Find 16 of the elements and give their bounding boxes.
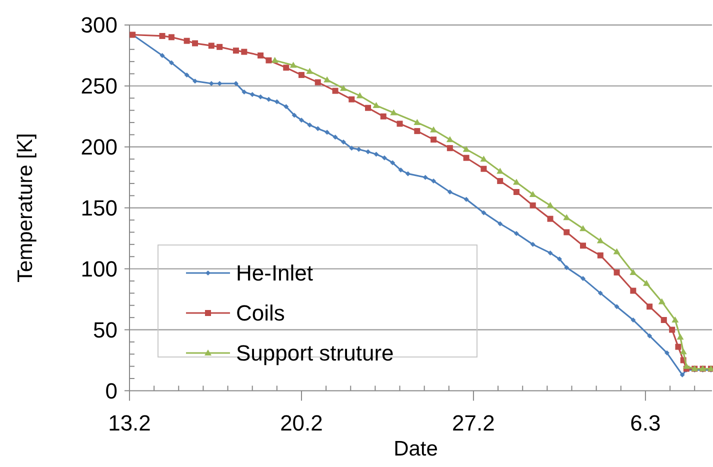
legend-label: Coils: [236, 300, 285, 326]
x-tick-label: 6.3: [630, 410, 661, 436]
y-tick-label: 100: [80, 256, 118, 282]
y-axis-title: Temperature [K]: [14, 133, 37, 283]
y-tick-label: 200: [80, 134, 118, 160]
legend-label: Support struture: [236, 340, 394, 366]
y-tick-label: 0: [105, 378, 118, 404]
x-tick-label: 20.2: [280, 410, 323, 436]
x-axis-title: Date: [394, 438, 438, 461]
x-tick-label: 27.2: [452, 410, 495, 436]
x-tick-label: 13.2: [108, 410, 151, 436]
y-tick-label: 150: [80, 196, 118, 221]
legend-label: He-Inlet: [236, 260, 314, 286]
y-tick-label: 300: [80, 12, 118, 38]
y-tick-label: 250: [80, 74, 118, 99]
y-tick-label: 50: [93, 317, 118, 342]
